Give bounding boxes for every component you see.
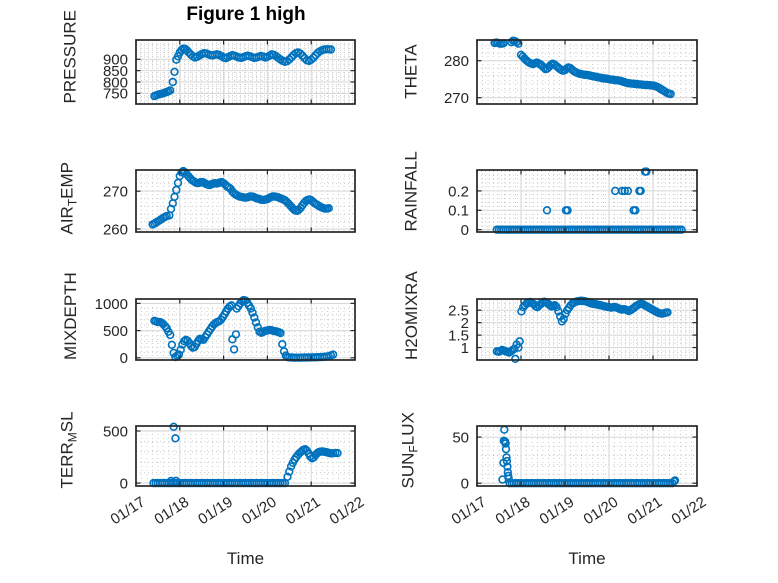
mixdepth-ytick: 500 [103, 323, 128, 340]
subplot-theta: 270 280 THETA [402, 36, 698, 107]
subplot-terr-msl: 0 500 01/17 01/18 01/19 01/20 01/21 01/22 TERRMS… [58, 411, 368, 528]
sun_flux-xtick: 01/19 [537, 494, 578, 529]
rainfall-ytick: 0.1 [448, 203, 469, 220]
rainfall-ylabel: RAINFALL [401, 151, 421, 232]
subplot-h2omixra: 1 1.5 2 2.5 H2OMIXRA [402, 271, 698, 363]
x-axis-label-right: Time [568, 549, 606, 568]
sun_flux-xtick: 01/22 [669, 494, 710, 529]
rainfall-series [492, 167, 686, 234]
air_temp-ytick: 260 [103, 221, 128, 238]
subplot-sun-flux: 0 50 01/17 01/18 01/19 01/20 01/21 01/22 SUNFLUX [399, 412, 710, 528]
subplot-air-temp: 260 270 AIRTEMP [58, 162, 356, 238]
theta-ytick: 280 [444, 53, 469, 70]
mixdepth-ylabel: MIXDEPTH [60, 271, 80, 360]
rainfall-ytick: 0 [461, 222, 469, 239]
h2omixra-ytick: 2.5 [448, 303, 469, 320]
x-axis-label-left: Time [226, 549, 265, 568]
mixdepth-ytick: 0 [120, 350, 128, 367]
terr_msl-xtick: 01/19 [195, 494, 236, 529]
figure-title: Figure 1 high [186, 4, 306, 25]
mixdepth-plot: 0 500 1000 [95, 295, 356, 367]
terr_msl-xtick: 01/21 [283, 494, 324, 529]
subplot-pressure: 750 800 850 900 PRESSURE [61, 10, 356, 105]
rainfall-plot: 0 0.1 0.2 [448, 167, 698, 239]
pressure-ylabel: PRESSURE [60, 9, 80, 104]
air_temp-ylabel: AIRTEMP [57, 161, 80, 235]
terr_msl-ytick: 0 [120, 475, 128, 492]
air_temp-plot: 260 270 [103, 166, 356, 238]
sun_flux-xtick: 01/21 [625, 494, 666, 529]
subplot-rainfall: 0 0.1 0.2 RAINFALL [402, 151, 698, 239]
theta-ytick: 270 [444, 90, 469, 107]
pressure-ytick: 750 [103, 86, 128, 103]
pressure-series [150, 44, 336, 101]
sun_flux-ylabel: SUNFLUX [398, 412, 421, 489]
sun_flux-series [498, 425, 680, 488]
theta-series [490, 36, 675, 99]
pressure-ytick: 800 [103, 74, 128, 91]
terr_msl-xtick: 01/18 [151, 494, 192, 529]
h2omixra-ylabel: H2OMIXRA [401, 270, 421, 360]
theta-ylabel: THETA [401, 44, 421, 99]
terr_msl-xtick: 01/20 [239, 494, 280, 529]
sun_flux-xtick: 01/18 [493, 494, 534, 529]
sun_flux-xtick: 01/20 [581, 494, 622, 529]
pressure-ytick: 850 [103, 63, 128, 80]
terr_msl-xtick: 01/22 [327, 494, 368, 529]
terr_msl-plot: 0 500 01/17 01/18 01/19 01/20 01/21 01/22 [103, 422, 367, 528]
terr_msl-series [149, 422, 342, 488]
terr_msl-ylabel: TERRMSL [57, 411, 80, 489]
sun_flux-ytick: 0 [461, 476, 469, 493]
subplot-mixdepth: 0 500 1000 MIXDEPTH [61, 272, 356, 367]
h2omixra-ytick: 1.5 [448, 328, 469, 345]
h2omixra-plot: 11.522.5 [448, 296, 698, 363]
terr_msl-xtick: 01/17 [108, 494, 149, 529]
sun_flux-plot: 0 50 01/17 01/18 01/19 01/20 01/21 01/22 [449, 425, 709, 528]
sun_flux-xtick: 01/17 [449, 494, 490, 529]
rainfall-ytick: 0.2 [448, 183, 469, 200]
h2omixra-ytick: 1 [461, 340, 469, 357]
h2omixra-ytick: 2 [461, 315, 469, 332]
sun_flux-ytick: 50 [452, 429, 469, 446]
mixdepth-ytick: 1000 [95, 296, 128, 313]
mixdepth-series [150, 295, 338, 362]
h2omixra-series [492, 296, 672, 363]
terr_msl-ytick: 500 [103, 423, 128, 440]
air_temp-ytick: 270 [103, 184, 128, 201]
pressure-ytick: 900 [103, 52, 128, 69]
air_temp-series [148, 166, 333, 229]
theta-plot: 270 280 [444, 36, 698, 107]
